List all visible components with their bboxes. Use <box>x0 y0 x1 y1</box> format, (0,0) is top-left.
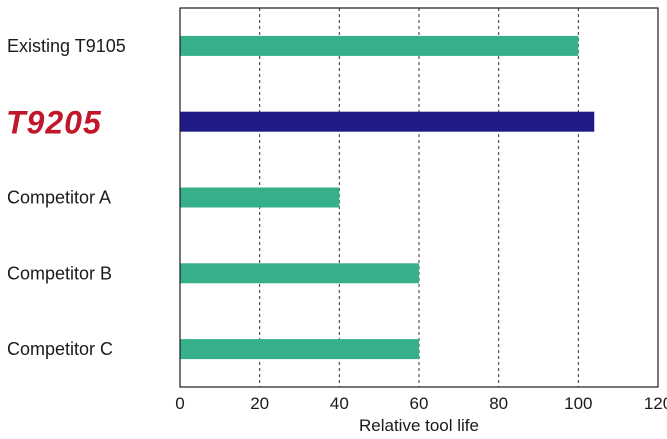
category-label-logo: T9205 <box>6 105 102 141</box>
category-label: Competitor C <box>7 339 113 359</box>
bar-competitor-c <box>180 339 419 360</box>
bar-competitor-a <box>180 187 340 208</box>
category-labels: Existing T9105 T9205 Competitor A Competito… <box>6 36 126 359</box>
x-tick-label: 120 <box>644 394 667 413</box>
category-label: Competitor B <box>7 263 112 283</box>
plot-frame <box>179 7 659 388</box>
x-tick-label: 20 <box>250 394 269 413</box>
x-tick-label: 80 <box>489 394 508 413</box>
bar-t9205 <box>180 111 595 132</box>
category-label: Competitor A <box>7 188 111 208</box>
bars <box>180 35 595 360</box>
x-tick-label: 100 <box>564 394 592 413</box>
bar-competitor-b <box>180 263 419 284</box>
x-tick-labels: 0 20 40 60 80 100 120 <box>175 394 667 413</box>
x-tick-label: 60 <box>410 394 429 413</box>
x-axis-title: Relative tool life <box>359 416 479 435</box>
category-label: Existing T9105 <box>7 36 126 56</box>
x-tick-label: 40 <box>330 394 349 413</box>
x-tick-label: 0 <box>175 394 184 413</box>
bar-existing-t9105 <box>180 35 579 56</box>
